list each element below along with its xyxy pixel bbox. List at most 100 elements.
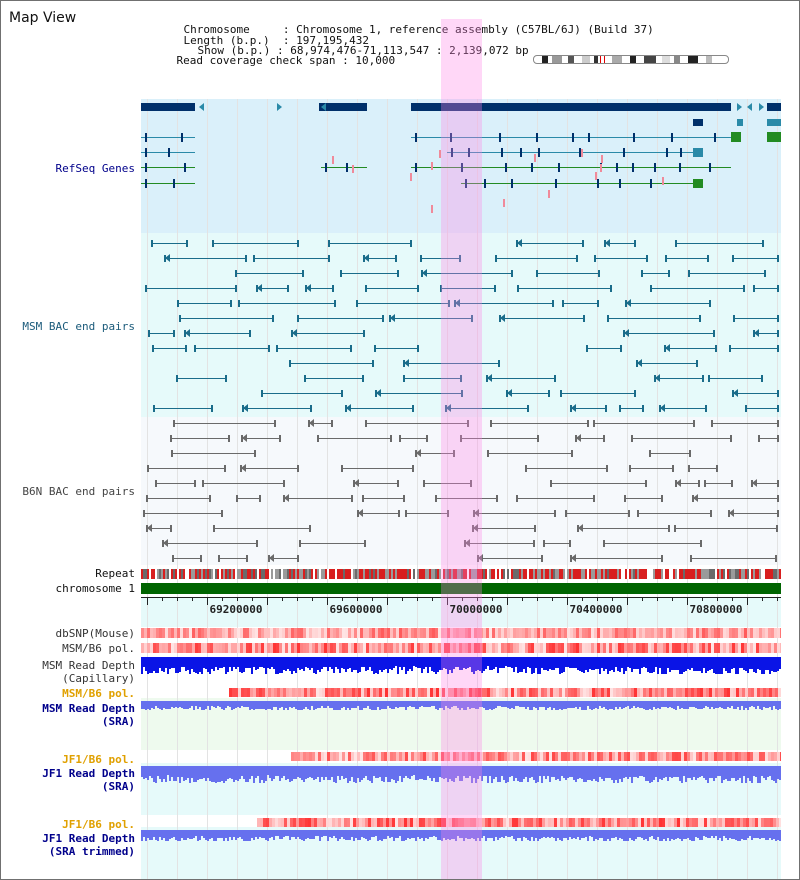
repeat-segment [473,569,475,579]
polymorphism-cell [753,752,756,761]
repeat-segment [421,569,423,579]
repeat-segment [493,569,495,579]
read-depth-bar [369,701,371,709]
bac-end [421,270,423,277]
polymorphism-cell [456,628,459,638]
polymorphism-cell [581,818,584,827]
read-depth-bar [379,830,381,840]
read-depth-bar [495,657,497,667]
polymorphism-cell [387,752,390,761]
polymorphism-cell [299,818,302,827]
read-depth-bar [605,830,607,841]
polymorphism-cell [633,752,636,761]
read-depth-bar [401,657,403,670]
read-depth-bar [259,830,261,837]
polymorphism-cell [384,628,387,638]
polymorphism-cell [621,643,624,653]
polymorphism-cell [540,643,543,653]
read-depth-bar [209,701,211,710]
repeat-segment [289,569,291,579]
polymorphism-cell [661,688,664,697]
repeat-segment [549,569,551,579]
gene-exon [499,133,501,142]
repeat-segment [747,569,749,579]
read-depth-bar [545,657,547,670]
bac-end [715,345,717,352]
polymorphism-cell [508,688,511,697]
polymorphism-cell [715,688,718,697]
polymorphism-cell [546,752,549,761]
read-depth-bar [775,830,777,841]
read-depth-bar [251,701,253,709]
polymorphism-cell [672,752,675,761]
read-depth-bar [767,766,769,777]
polymorphism-cell [543,643,546,653]
polymorphism-cell [300,628,303,638]
read-depth-bar [723,766,725,780]
polymorphism-cell [607,688,610,697]
read-depth-bar [293,830,295,837]
read-depth-bar [749,657,751,669]
repeat-segment [415,569,417,579]
chromosome-ideogram[interactable] [533,55,729,64]
read-depth-bar [625,766,627,777]
read-depth-bar [569,657,571,668]
read-depth-bar [405,657,407,674]
read-depth-bar [699,701,701,709]
read-depth-bar [741,657,743,668]
read-depth-bar [323,766,325,780]
read-depth-bar [331,830,333,838]
read-depth-bar [455,701,457,706]
read-depth-bar [657,830,659,837]
read-depth-bar [497,701,499,706]
read-depth-bar [749,830,751,836]
read-depth-bar [485,701,487,710]
polymorphism-cell [240,628,243,638]
polymorphism-cell [747,643,750,653]
repeat-segment [763,569,765,579]
read-depth-bar [311,830,313,839]
read-depth-bar [757,830,759,838]
read-depth-bar [511,701,513,708]
read-depth-bar [257,830,259,839]
polymorphism-cell [360,628,363,638]
repeat-segment [489,569,491,579]
polymorphism-cell [519,628,522,638]
polymorphism-cell [462,752,465,761]
read-depth-bar [339,830,341,839]
feature-canvas[interactable] [141,1,781,880]
bac-end [710,510,712,517]
polymorphism-cell [573,752,576,761]
read-depth-bar [543,701,545,707]
polymorphism-cell [421,688,424,697]
polymorphism-cell [451,688,454,697]
read-depth-bar [319,701,321,708]
polymorphism-cell [409,688,412,697]
read-depth-bar [501,657,503,668]
track-area[interactable] [141,1,781,880]
polymorphism-cell [713,818,716,827]
bac-end [467,420,469,427]
polymorphism-cell [643,688,646,697]
read-depth-bar [225,830,227,838]
repeat-segment [535,569,537,579]
read-depth-bar [549,766,551,782]
polymorphism-cell [400,688,403,697]
polymorphism-cell [546,643,549,653]
bac-end [143,510,145,517]
polymorphism-cell [307,688,310,697]
polymorphism-cell [766,688,769,697]
track-label-msm-b6-pol-1: MSM/B6 pol. [62,642,135,655]
polymorphism-cell [390,628,393,638]
repeat-segment [513,569,515,579]
read-depth-bar [387,766,389,782]
repeat-segment [761,569,763,579]
read-depth-bar [619,657,621,672]
polymorphism-cell [611,818,614,827]
read-depth-bar [593,701,595,709]
read-depth-bar [145,701,147,710]
read-depth-bar [641,766,643,776]
repeat-segment [573,569,575,579]
polymorphism-cell [361,688,364,697]
read-depth-bar [639,657,641,674]
